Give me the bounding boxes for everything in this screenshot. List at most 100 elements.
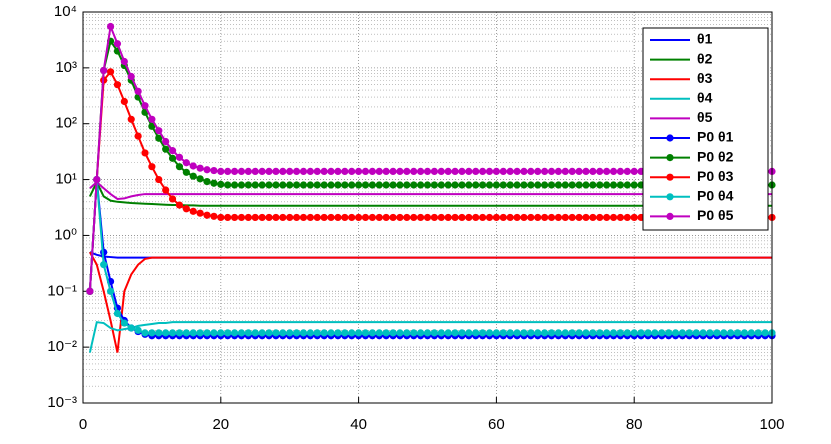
marker: [568, 181, 576, 189]
legend-label: θ4: [697, 90, 713, 106]
marker: [299, 213, 308, 222]
marker: [665, 329, 673, 337]
marker: [162, 145, 170, 153]
marker: [382, 167, 390, 176]
marker: [506, 181, 514, 189]
y-tick-label: 10⁻¹: [47, 282, 77, 299]
marker: [492, 181, 500, 189]
marker: [596, 329, 604, 337]
marker: [637, 329, 645, 337]
marker: [168, 147, 177, 155]
marker: [423, 213, 432, 222]
marker: [292, 213, 301, 222]
marker: [244, 213, 252, 222]
marker: [430, 329, 438, 337]
marker: [520, 167, 528, 176]
marker: [541, 213, 549, 222]
marker: [93, 175, 101, 184]
marker: [196, 209, 204, 217]
marker: [554, 181, 563, 189]
marker: [506, 329, 514, 337]
marker: [272, 167, 280, 176]
marker: [382, 181, 390, 189]
marker: [465, 329, 473, 337]
marker: [127, 324, 135, 332]
x-tick-label: 20: [212, 416, 229, 433]
marker: [575, 167, 583, 176]
marker: [479, 213, 487, 222]
marker: [141, 102, 149, 110]
marker: [286, 213, 294, 222]
marker: [148, 163, 156, 171]
marker: [492, 213, 500, 222]
marker: [437, 167, 445, 176]
marker: [389, 181, 397, 189]
marker: [603, 181, 611, 189]
marker: [127, 72, 135, 81]
marker: [561, 167, 569, 176]
marker: [203, 211, 211, 219]
marker: [547, 181, 556, 189]
marker: [465, 181, 473, 189]
marker: [306, 213, 314, 222]
marker: [355, 181, 363, 189]
marker: [589, 213, 597, 222]
marker: [327, 167, 335, 176]
marker: [520, 181, 528, 189]
marker: [237, 181, 246, 189]
marker: [361, 167, 370, 176]
marker: [210, 179, 218, 187]
marker: [575, 181, 583, 189]
marker: [320, 213, 328, 222]
x-tick-label: 60: [488, 416, 505, 433]
series-line: [88, 321, 772, 353]
marker: [106, 22, 115, 31]
marker: [382, 213, 390, 222]
legend-label: P0 θ1: [697, 129, 734, 145]
marker: [175, 153, 184, 161]
marker: [341, 181, 349, 189]
marker: [279, 181, 287, 189]
marker: [492, 329, 500, 337]
marker: [286, 167, 294, 176]
marker: [182, 329, 190, 337]
marker: [575, 329, 583, 337]
marker: [389, 329, 397, 337]
marker: [120, 57, 128, 66]
marker: [230, 329, 239, 337]
marker: [575, 213, 583, 222]
marker: [437, 181, 445, 189]
marker: [355, 329, 363, 337]
marker: [547, 329, 556, 337]
marker: [168, 329, 177, 337]
legend-label: θ3: [697, 70, 713, 86]
marker: [313, 167, 321, 176]
legend-label: P0 θ4: [697, 188, 734, 204]
marker: [499, 167, 507, 176]
marker: [292, 181, 301, 189]
marker: [733, 329, 742, 337]
marker: [286, 181, 294, 189]
marker: [106, 287, 115, 295]
marker: [658, 329, 666, 337]
marker: [396, 181, 404, 189]
marker: [630, 213, 638, 222]
marker: [341, 167, 349, 176]
marker: [113, 81, 122, 89]
marker: [403, 167, 411, 176]
marker: [210, 166, 218, 175]
marker: [609, 213, 618, 222]
marker: [472, 167, 480, 176]
marker: [375, 167, 383, 176]
marker: [286, 329, 294, 337]
marker: [417, 167, 425, 176]
marker: [320, 181, 328, 189]
marker: [630, 167, 638, 176]
marker: [244, 329, 252, 337]
marker: [368, 167, 376, 176]
marker: [520, 329, 528, 337]
x-tick-label: 0: [79, 416, 87, 433]
marker: [189, 162, 197, 170]
marker: [603, 329, 611, 337]
marker: [513, 167, 521, 176]
